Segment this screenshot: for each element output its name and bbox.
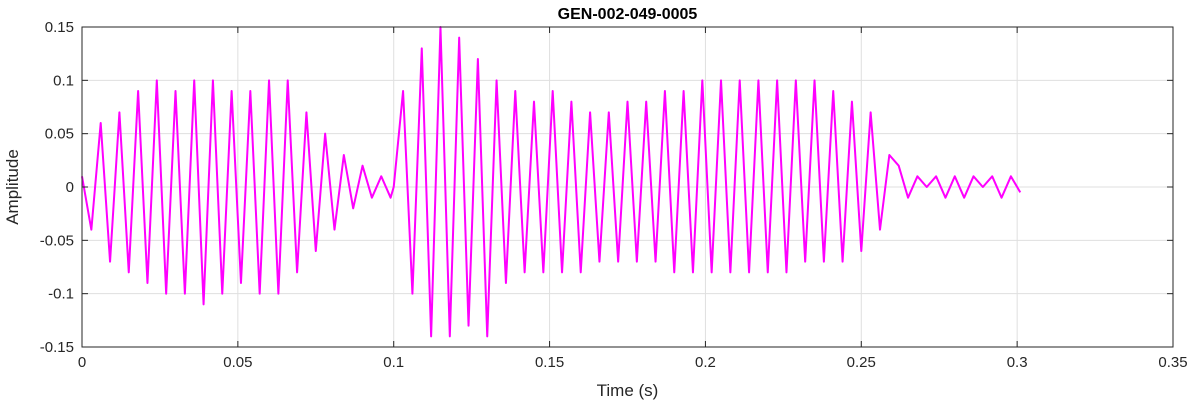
y-tick-label: -0.05 — [40, 232, 74, 249]
y-tick-label: 0 — [66, 179, 74, 196]
x-tick-label: 0 — [78, 354, 86, 371]
x-tick-label: 0.35 — [1158, 354, 1187, 371]
y-tick-label: 0.1 — [53, 72, 74, 89]
series-line — [81, 26, 1022, 338]
y-tick-label: -0.1 — [48, 286, 74, 303]
x-tick-label: 0.15 — [535, 354, 564, 371]
x-tick-label: 0.1 — [383, 354, 404, 371]
tick-labels: 0 0.05 0.1 0.15 0.2 0.25 0.3 0.35 -0.15 -0.1 -0.05… — [40, 19, 1188, 371]
chart-title: GEN-002-049-0005 — [558, 6, 698, 23]
x-tick-label: 0.2 — [695, 354, 716, 371]
x-axis-label: Time (s) — [597, 381, 659, 400]
x-tick-label: 0.05 — [223, 354, 252, 371]
y-tick-label: 0.05 — [45, 126, 74, 143]
x-tick-label: 0.25 — [847, 354, 876, 371]
y-axis-label: Amplitude — [3, 149, 22, 225]
series-layer — [81, 26, 1022, 338]
y-tick-label: -0.15 — [40, 339, 74, 356]
x-tick-label: 0.3 — [1007, 354, 1028, 371]
y-tick-label: 0.15 — [45, 19, 74, 36]
